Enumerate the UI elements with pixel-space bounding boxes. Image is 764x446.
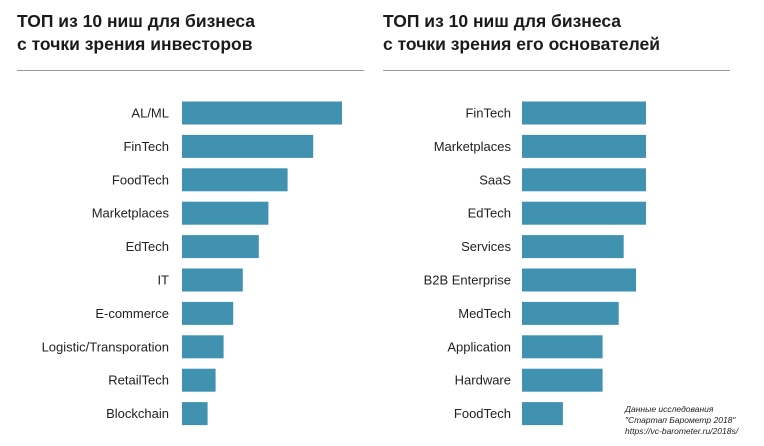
founders-category-label: Services (461, 239, 511, 254)
founders-category-label: FoodTech (454, 406, 511, 421)
investors-bar (182, 101, 342, 125)
investors-category-label: AL/ML (131, 106, 169, 121)
investors-title-divider (17, 70, 364, 71)
founders-category-label: EdTech (468, 206, 511, 221)
founders-title-line1: ТОП из 10 ниш для бизнеса (383, 11, 622, 31)
source-line1: Данные исследования (625, 404, 714, 414)
investors-bar (182, 134, 314, 158)
investors-bar-chart: AL/ML FinTech FoodTech Marketplaces EdTech IT… (42, 101, 342, 426)
founders-title-line2: с точки зрения его основателей (383, 34, 660, 54)
investors-bar (182, 301, 234, 325)
founders-bar (522, 402, 563, 426)
investors-bar (182, 368, 216, 392)
investors-bar (182, 402, 208, 426)
founders-bar (522, 235, 624, 259)
founders-bar (522, 368, 603, 392)
investors-category-label: RetailTech (108, 373, 169, 388)
investors-category-label: FinTech (123, 139, 169, 154)
founders-bar (522, 335, 603, 359)
founders-bar (522, 101, 646, 125)
founders-bar (522, 268, 637, 292)
source-line2: "Стартап Барометр 2018" (625, 415, 736, 425)
founders-bar (522, 201, 646, 225)
investors-bar (182, 268, 243, 292)
founders-bar-chart: FinTech Marketplaces SaaS EdTech Services B2B… (424, 101, 646, 426)
source-note: Данные исследования "Стартап Барометр 20… (625, 404, 738, 437)
founders-category-label: Application (447, 339, 511, 354)
founders-bar (522, 168, 646, 192)
investors-chart-title: ТОП из 10 ниш для бизнеса с точки зрения… (17, 10, 255, 56)
founders-bar (522, 134, 646, 158)
investors-category-label: IT (157, 273, 169, 288)
founders-chart-title: ТОП из 10 ниш для бизнеса с точки зрения… (383, 10, 660, 56)
investors-bar (182, 335, 224, 359)
founders-category-label: MedTech (458, 306, 511, 321)
investors-title-line2: с точки зрения инвесторов (17, 34, 253, 54)
founders-category-label: SaaS (479, 172, 511, 187)
investors-bar (182, 168, 288, 192)
investors-bar (182, 235, 259, 259)
investors-category-label: Marketplaces (92, 206, 170, 221)
investors-category-label: Logistic/Transporation (42, 339, 169, 354)
investors-category-label: FoodTech (112, 172, 169, 187)
investors-title-line1: ТОП из 10 ниш для бизнеса (17, 11, 256, 31)
investors-category-label: Blockchain (106, 406, 169, 421)
investors-category-label: E-commerce (95, 306, 169, 321)
investors-bar (182, 201, 269, 225)
investors-category-label: EdTech (126, 239, 169, 254)
founders-category-label: Marketplaces (434, 139, 512, 154)
founders-category-label: B2B Enterprise (424, 273, 511, 288)
founders-category-label: Hardware (455, 373, 511, 388)
founders-category-label: FinTech (465, 106, 511, 121)
source-line3: https://vc-barometer.ru/2018s/ (625, 426, 739, 436)
founders-title-divider (383, 70, 730, 71)
founders-bar (522, 301, 619, 325)
